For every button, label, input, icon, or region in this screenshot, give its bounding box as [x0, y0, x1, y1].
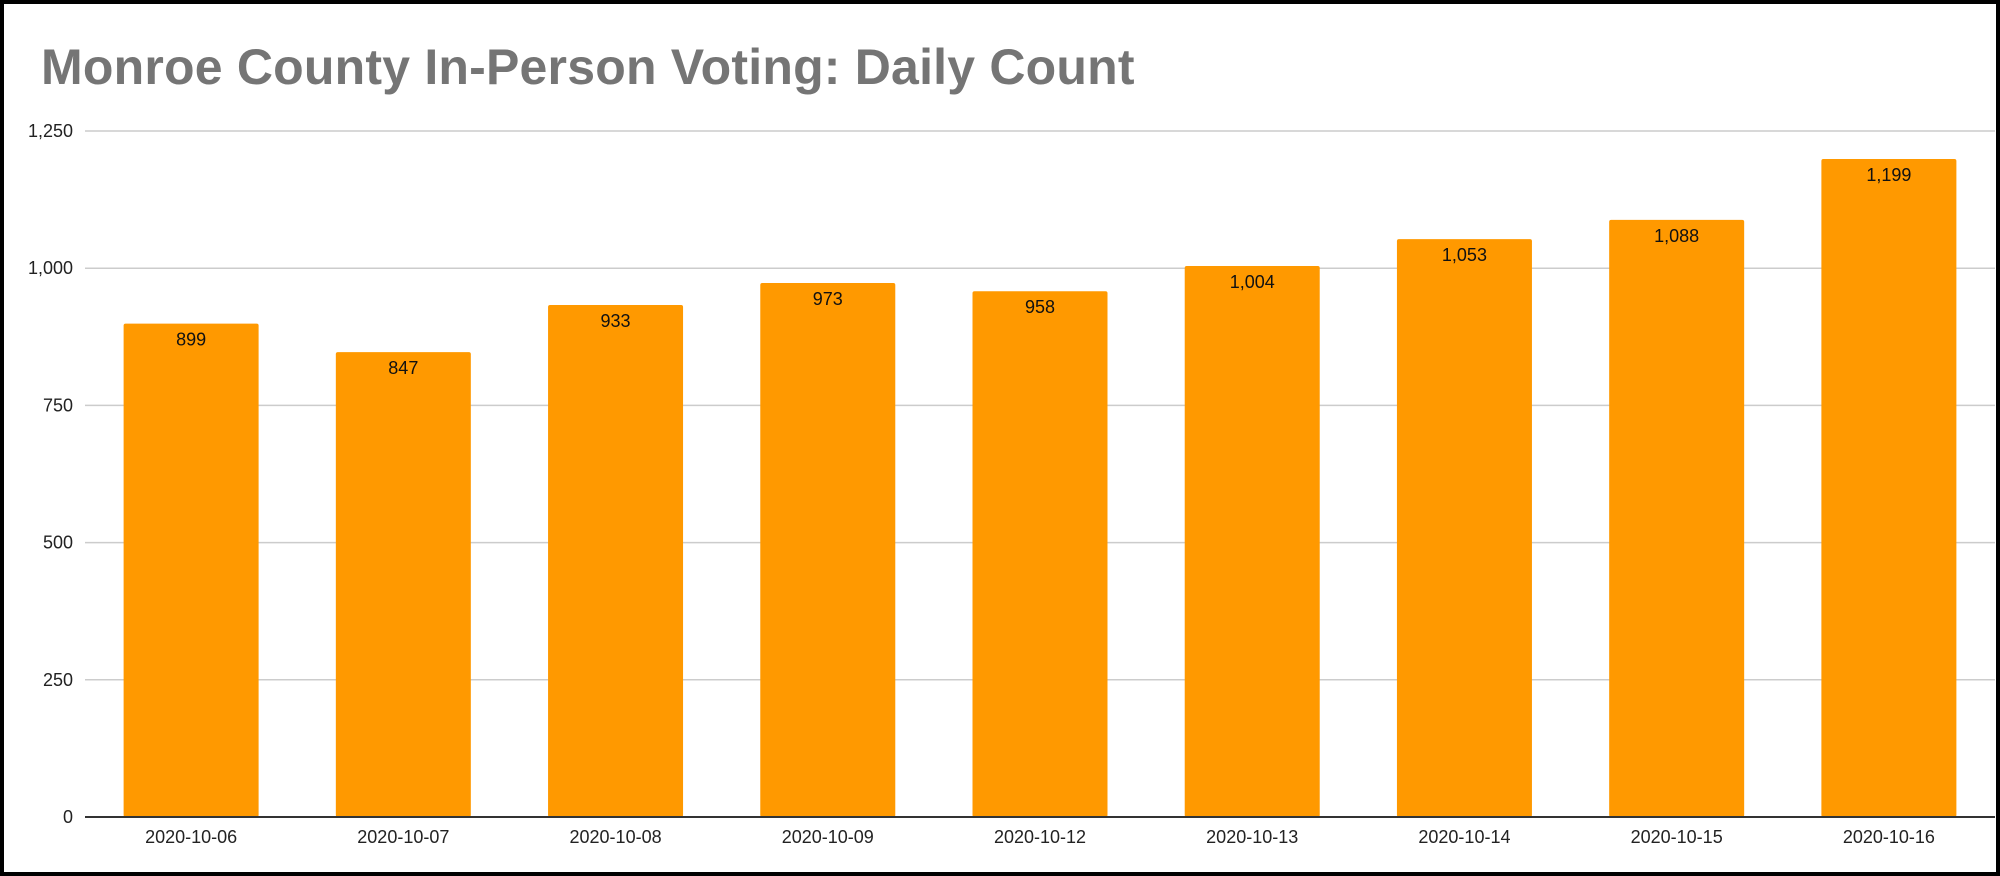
bar — [1821, 158, 1957, 818]
data-label: 933 — [601, 311, 631, 331]
data-label: 1,053 — [1442, 245, 1487, 265]
x-tick-label: 2020-10-09 — [782, 827, 874, 847]
x-tick-label: 2020-10-08 — [570, 827, 662, 847]
y-tick-label: 500 — [43, 533, 73, 553]
x-tick-label: 2020-10-07 — [357, 827, 449, 847]
x-tick-label: 2020-10-13 — [1206, 827, 1298, 847]
bar — [548, 304, 684, 817]
chart-title: Monroe County In-Person Voting: Daily Co… — [41, 39, 1135, 95]
y-tick-label: 1,000 — [28, 258, 73, 278]
y-tick-label: 0 — [63, 807, 73, 827]
bar — [760, 283, 896, 818]
data-labels: 899 847 933 973 958 1,004 1,053 1,088 1,199 — [176, 165, 1911, 378]
bar — [335, 352, 471, 817]
data-label: 1,004 — [1230, 272, 1275, 292]
y-tick-label: 250 — [43, 670, 73, 690]
x-tick-label: 2020-10-12 — [994, 827, 1086, 847]
y-axis-ticks: 0 250 500 750 1,000 1,250 — [28, 121, 73, 827]
x-tick-label: 2020-10-16 — [1843, 827, 1935, 847]
bar — [1609, 219, 1745, 818]
data-label: 1,088 — [1654, 226, 1699, 246]
data-label: 973 — [813, 289, 843, 309]
data-label: 899 — [176, 330, 206, 350]
x-tick-label: 2020-10-14 — [1418, 827, 1510, 847]
x-axis-ticks: 2020-10-06 2020-10-07 2020-10-08 2020-10-09… — [145, 827, 1935, 847]
bar — [972, 291, 1108, 817]
y-tick-label: 750 — [43, 395, 73, 415]
data-label: 847 — [388, 358, 418, 378]
bars — [123, 158, 1957, 818]
data-label: 958 — [1025, 297, 1055, 317]
bar — [123, 323, 259, 817]
bar — [1396, 239, 1532, 818]
y-tick-label: 1,250 — [28, 121, 73, 141]
x-tick-label: 2020-10-15 — [1631, 827, 1723, 847]
x-tick-label: 2020-10-06 — [145, 827, 237, 847]
bar — [1184, 266, 1320, 818]
data-label: 1,199 — [1866, 165, 1911, 185]
